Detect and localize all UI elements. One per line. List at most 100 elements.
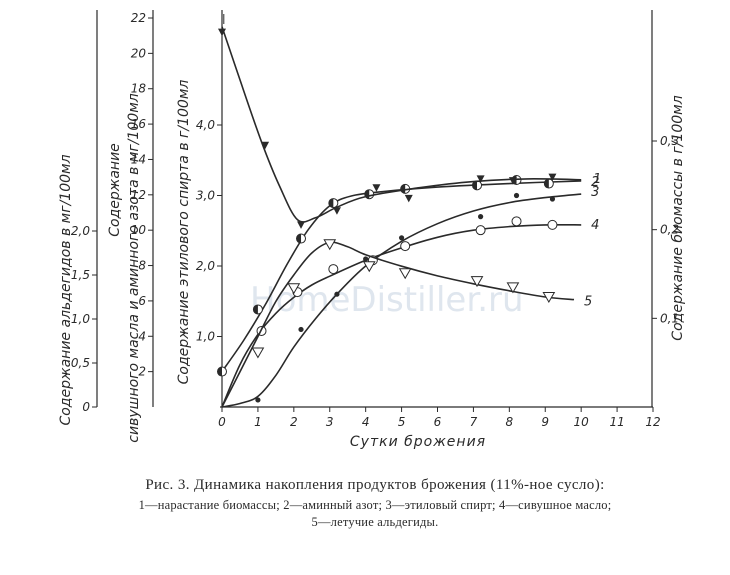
x-tick-label: 12 xyxy=(645,415,660,429)
data-point xyxy=(404,194,413,203)
y-tick-label-ethanol: 3,0 xyxy=(196,189,215,203)
y-axis-title-ethanol: Содержание этилового спирта в г/100мл xyxy=(176,80,192,385)
y-tick-label-aldehydes: 2,0 xyxy=(71,224,90,238)
data-point-fill xyxy=(328,198,334,208)
x-tick-label: 8 xyxy=(506,415,514,429)
data-point xyxy=(372,184,381,192)
data-point xyxy=(549,196,556,202)
x-tick-label: 4 xyxy=(362,415,370,429)
data-point-fill xyxy=(472,180,478,190)
chart-canvas: HomeDistiller.ru 00,51,01,52,0Содержание… xyxy=(58,10,686,450)
data-point xyxy=(362,261,376,273)
data-point xyxy=(547,219,558,230)
data-point xyxy=(328,198,339,209)
y-tick-label-fusel_amine: 2 xyxy=(138,365,146,379)
y-tick-label-aldehydes: 0 xyxy=(82,400,90,414)
x-tick-label: 3 xyxy=(326,415,334,429)
data-point xyxy=(297,221,306,229)
data-point xyxy=(298,326,304,333)
series-label-4: 4 xyxy=(591,218,599,233)
data-point xyxy=(476,175,485,183)
data-point xyxy=(548,173,557,182)
y-tick-label-aldehydes: 1,5 xyxy=(71,268,90,282)
data-point xyxy=(364,189,375,200)
x-tick-label: 2 xyxy=(290,415,298,429)
data-point xyxy=(255,397,261,403)
y-tick-label-fusel_amine: 6 xyxy=(138,294,146,308)
x-tick-label: 10 xyxy=(574,415,590,429)
data-point-fill xyxy=(296,234,302,244)
y-tick-label-fusel_amine: 4 xyxy=(138,329,146,343)
y-axis-title-line1-fusel_amine: Содержание xyxy=(107,143,123,237)
series-line-1 xyxy=(221,180,582,372)
data-point xyxy=(251,347,265,359)
data-point xyxy=(475,225,486,236)
series-2: 2 xyxy=(218,26,599,229)
y-tick-label-fusel_amine: 12 xyxy=(131,188,146,202)
caption-legend: 1—нарастание биомассы; 2—аминный азот; 3… xyxy=(60,497,690,531)
data-point xyxy=(218,28,226,37)
data-point-fill xyxy=(217,367,222,377)
x-tick-label: 9 xyxy=(541,415,549,429)
data-point xyxy=(470,276,484,288)
y-tick-label-biomass: 0,2 xyxy=(660,223,679,237)
y-tick-label-aldehydes: 1,0 xyxy=(71,312,90,326)
data-point xyxy=(511,216,522,227)
data-point xyxy=(261,141,270,150)
data-point-fill xyxy=(544,179,549,189)
y-tick-label-fusel_amine: 14 xyxy=(131,152,146,166)
data-point xyxy=(542,292,556,303)
data-point xyxy=(323,239,337,251)
series-label-2: 2 xyxy=(591,175,599,190)
series-3: 3 xyxy=(221,185,599,408)
data-point xyxy=(506,282,520,294)
y-tick-label-biomass: 0,1 xyxy=(660,311,679,325)
y-axis-title-line2-fusel_amine: сивушного масла и аминного азота в мг/10… xyxy=(126,93,142,442)
data-point xyxy=(513,192,520,199)
x-tick-label: 7 xyxy=(470,415,478,429)
series-1: 1 xyxy=(217,172,601,377)
data-point xyxy=(332,207,341,215)
caption-legend-line1: 1—нарастание биомассы; 2—аминный азот; 3… xyxy=(138,498,612,512)
data-point xyxy=(287,283,301,295)
series-line-2 xyxy=(221,26,582,223)
series-label-1: 1 xyxy=(593,172,601,187)
data-point xyxy=(400,241,411,252)
data-point xyxy=(252,304,263,315)
y-tick-label-ethanol: 2,0 xyxy=(196,259,215,273)
x-tick-label: 0 xyxy=(218,415,226,429)
data-point-fill xyxy=(400,184,406,194)
series-line-3 xyxy=(221,193,582,408)
data-point xyxy=(472,180,483,191)
data-point xyxy=(296,233,307,244)
caption-title: Рис. 3. Динамика накопления продуктов бр… xyxy=(145,477,605,493)
x-tick-label: 1 xyxy=(254,415,262,429)
y-axis-title-biomass: Содержание биомассы в г/100мл xyxy=(670,95,686,340)
data-point xyxy=(508,177,517,185)
figure-caption: Рис. 3. Динамика накопления продуктов бр… xyxy=(60,477,690,531)
series-5: 5 xyxy=(221,239,592,408)
y-tick-label-biomass: 0,3 xyxy=(660,134,679,148)
data-point xyxy=(398,235,405,241)
y-tick-label-ethanol: 4,0 xyxy=(196,118,215,132)
series-line-5 xyxy=(221,241,575,408)
data-point xyxy=(334,291,340,297)
y-tick-label-fusel_amine: 22 xyxy=(131,11,146,25)
y-tick-label-ethanol: 1,0 xyxy=(196,330,215,344)
y-tick-label-fusel_amine: 10 xyxy=(131,223,147,237)
y-tick-label-fusel_amine: 16 xyxy=(131,117,147,131)
y-tick-label-fusel_amine: 18 xyxy=(131,82,147,96)
y-tick-label-fusel_amine: 20 xyxy=(131,46,147,60)
x-tick-label: 11 xyxy=(609,415,624,429)
data-point xyxy=(398,268,412,280)
series-label-3: 3 xyxy=(591,185,599,200)
data-point xyxy=(543,178,554,189)
data-point xyxy=(328,264,339,275)
y-tick-label-aldehydes: 0,5 xyxy=(71,356,90,370)
y-axis-title-aldehydes: Содержание альдегидов в мг/100мл xyxy=(58,154,74,425)
x-axis-title: Сутки брожения xyxy=(350,434,486,450)
data-point xyxy=(478,214,484,220)
y-tick-label-fusel_amine: 8 xyxy=(138,259,146,273)
